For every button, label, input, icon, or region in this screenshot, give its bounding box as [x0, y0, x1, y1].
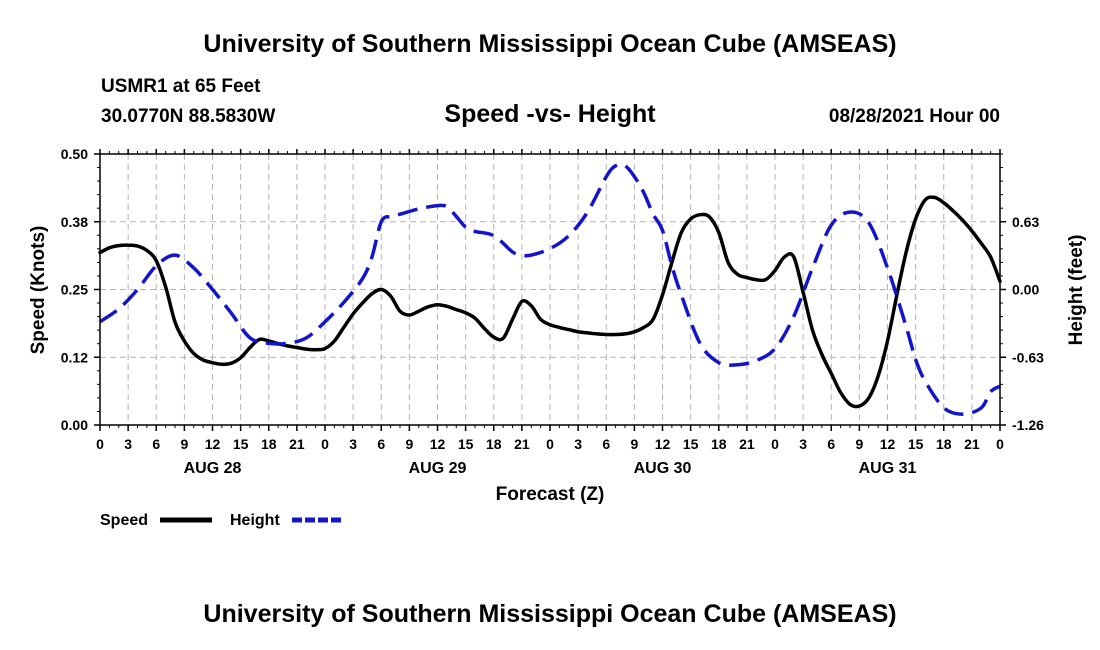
legend-height-label: Height	[230, 512, 280, 529]
forecast-date: 08/28/2021 Hour 00	[828, 106, 1000, 127]
y2-tick-label: 0.00	[1012, 282, 1039, 298]
chart-title: Speed -vs- Height	[444, 100, 656, 128]
height-series-line	[98, 162, 1001, 416]
x-tick-label: 0	[996, 436, 1004, 452]
x-tick-label: 15	[458, 436, 474, 452]
x-tick-label: 21	[739, 436, 755, 452]
x-tick-label: 12	[655, 436, 671, 452]
speed-height-chart: 0 3 6 9 12 15 18 21 0 3 6 9 12 15 18 21 0 3 6 9 12 15 18 21 0 3 6 9…	[28, 146, 1087, 529]
x-tick-label: 9	[405, 436, 413, 452]
x-tick-label: 21	[514, 436, 530, 452]
x-tick-label: 3	[574, 436, 582, 452]
x-tick-label: 9	[855, 436, 863, 452]
x-tick-label: 3	[799, 436, 807, 452]
x-axis-label: Forecast (Z)	[496, 484, 605, 505]
y-axis-label: Speed (Knots)	[28, 226, 49, 355]
x-tick-label: 3	[349, 436, 357, 452]
y-tick-label: 0.50	[61, 146, 88, 162]
x-tick-label: 21	[289, 436, 305, 452]
axes: 0 3 6 9 12 15 18 21 0 3 6 9 12 15 18 21 0 3 6 9 12 15 18 21 0 3 6 9…	[61, 146, 1044, 477]
y2-tick-label: -0.63	[1012, 349, 1044, 365]
x-tick-label: 15	[908, 436, 924, 452]
x-tick-label: 21	[964, 436, 980, 452]
x-tick-label: 6	[827, 436, 835, 452]
x-day-label: AUG 28	[184, 460, 242, 477]
x-tick-label: 6	[602, 436, 610, 452]
x-tick-label: 6	[377, 436, 385, 452]
x-tick-label: 15	[683, 436, 699, 452]
legend: Speed Height	[100, 512, 342, 529]
x-tick-label: 0	[546, 436, 554, 452]
page-title-bottom: University of Southern Mississippi Ocean…	[203, 600, 897, 628]
x-tick-label: 9	[630, 436, 638, 452]
x-day-label: AUG 30	[634, 460, 692, 477]
x-tick-label: 18	[711, 436, 727, 452]
x-day-label: AUG 31	[859, 460, 917, 477]
series-layer	[98, 162, 1002, 416]
x-tick-label: 15	[233, 436, 249, 452]
x-tick-label: 18	[936, 436, 952, 452]
speed-series-line	[98, 195, 1002, 409]
x-tick-label: 6	[152, 436, 160, 452]
x-tick-label: 12	[880, 436, 896, 452]
grid-lines	[100, 154, 1000, 425]
x-tick-label: 12	[205, 436, 221, 452]
y2-tick-label: 0.63	[1012, 214, 1039, 230]
page-title-top: University of Southern Mississippi Ocean…	[203, 30, 897, 58]
y-tick-label: 0.38	[61, 214, 88, 230]
y2-axis-label: Height (feet)	[1066, 235, 1087, 346]
x-tick-label: 18	[261, 436, 277, 452]
x-tick-label: 0	[96, 436, 104, 452]
y-tick-label: 0.00	[61, 417, 88, 433]
y2-tick-label: -1.26	[1012, 417, 1044, 433]
x-tick-label: 0	[771, 436, 779, 452]
x-day-label: AUG 29	[409, 460, 467, 477]
x-tick-label: 0	[321, 436, 329, 452]
coordinates-label: 30.0770N 88.5830W	[101, 106, 276, 127]
x-tick-label: 18	[486, 436, 502, 452]
x-tick-label: 12	[430, 436, 446, 452]
x-tick-label: 3	[124, 436, 132, 452]
legend-speed-label: Speed	[100, 512, 148, 529]
y-tick-label: 0.25	[61, 282, 88, 298]
x-tick-label: 9	[180, 436, 188, 452]
station-label: USMR1 at 65 Feet	[101, 76, 261, 97]
y-tick-label: 0.12	[61, 349, 88, 365]
